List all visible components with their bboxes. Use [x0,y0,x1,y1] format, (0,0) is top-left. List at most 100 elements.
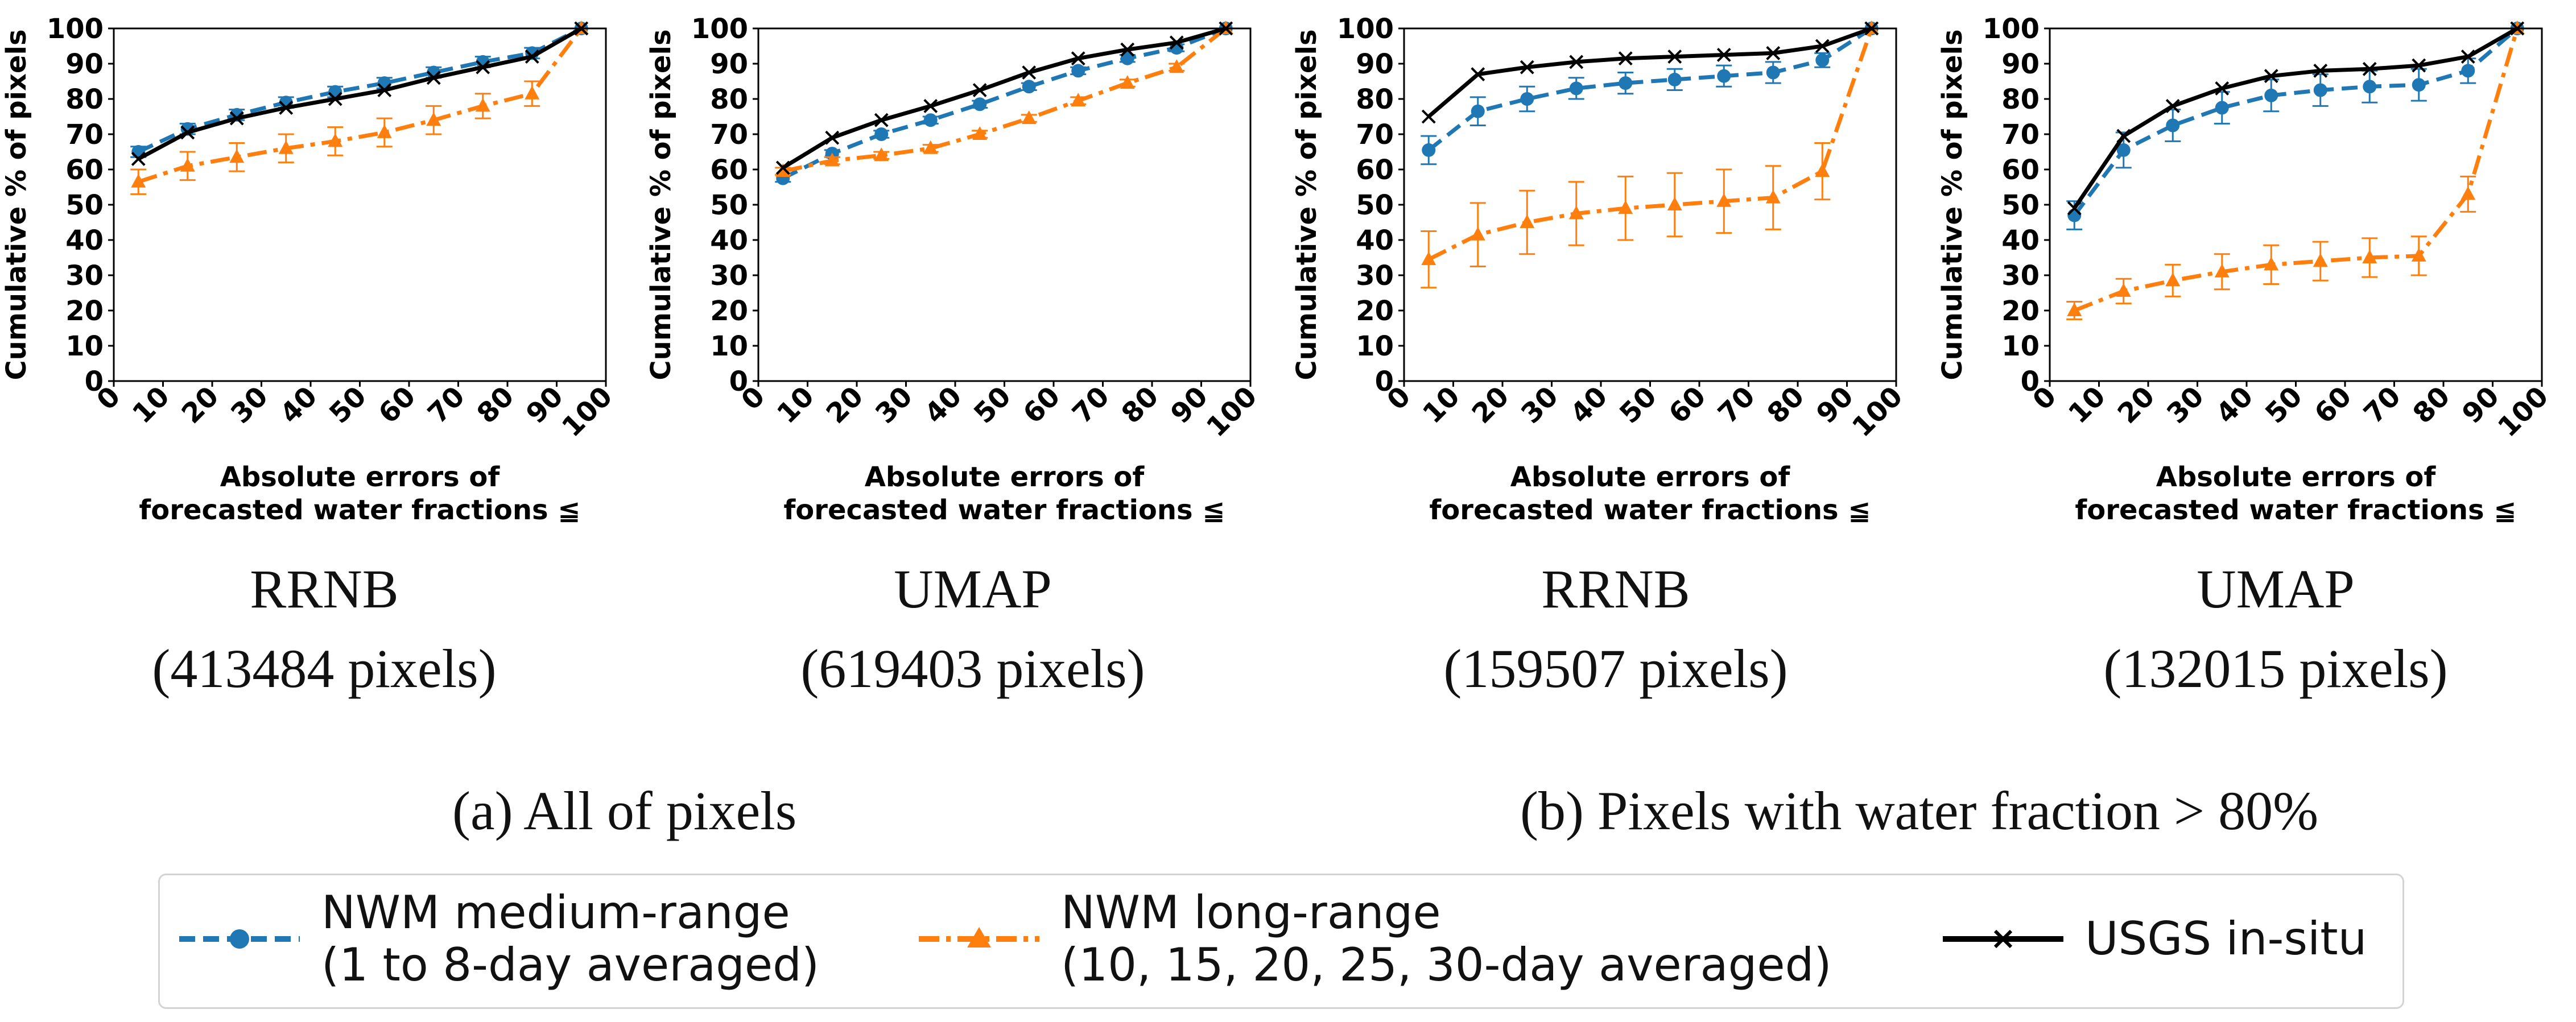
data-point-insitu [1716,48,1731,62]
y-tick-label: 0 [729,366,748,398]
data-point-medium [2215,101,2229,115]
data-point-insitu [1471,67,1485,82]
data-point-medium [2313,83,2327,97]
data-point-medium [2116,143,2131,157]
y-axis-label: Cumulative % of pixels [1291,29,1323,380]
data-point-long [1021,110,1037,125]
y-tick-label: 90 [710,48,748,80]
data-point-insitu [1618,51,1633,66]
y-tick-label: 10 [710,330,748,362]
plot-frame [113,27,607,382]
data-point-long [824,152,840,167]
x-tick-label: 80 [471,380,521,430]
data-point-insitu [2362,61,2377,76]
data-point-insitu [229,111,244,126]
y-tick-label: 0 [1375,366,1394,398]
y-tick-label: 100 [47,13,104,45]
x-tick-label: 50 [323,380,373,430]
y-tick-label: 60 [2001,154,2040,186]
data-point-insitu [426,71,441,85]
data-point-long [2411,247,2426,262]
x-axis-label: forecasted water fractions ≦ [1429,494,1871,526]
series-line-medium [782,26,1227,180]
series-line-medium [1427,27,1873,152]
panel-2-pixel-count: (619403 pixels) [800,638,1145,699]
data-point-insitu [328,92,342,106]
y-tick-label: 40 [2001,225,2040,256]
y-tick-label: 80 [65,84,104,115]
data-point-long [2165,272,2181,287]
data-point-insitu [2461,49,2475,64]
y-axis-label: Cumulative % of pixels [1,29,32,380]
legend-item-medium: NWM medium-range (1 to 8-day averaged) [177,887,819,991]
x-tick-label: 80 [2407,380,2457,430]
data-point-insitu [525,49,539,64]
y-tick-label: 20 [710,295,748,327]
data-point-insitu [1022,65,1037,80]
x-tick-label: 100 [2492,380,2554,443]
legend-medium-label-2: (1 to 8-day averaged) [321,938,820,991]
series-line-insitu [1427,26,1872,118]
data-point-long [2067,303,2082,316]
x-tick-label: 70 [422,380,471,430]
legend-long-swatch [919,927,1039,947]
y-axis-label: Cumulative % of pixels [1937,29,1968,380]
data-point-long [475,98,490,112]
data-point-insitu [874,113,889,127]
y-tick-label: 10 [2001,330,2040,362]
x-tick-label: 70 [2358,380,2407,430]
x-tick-label: 20 [1466,380,1516,430]
data-point-insitu [972,83,987,97]
data-point-insitu [923,98,938,113]
data-point-insitu [131,151,146,166]
data-point-long [2461,186,2476,200]
x-tick-label: 50 [1613,380,1663,430]
data-point-long [1765,189,1781,204]
x-tick-label: 40 [274,380,324,430]
data-point-insitu [1815,39,1830,53]
x-tick-label: 100 [1846,380,1909,443]
y-tick-label: 10 [65,330,104,362]
data-point-long [2264,256,2279,271]
x-tick-label: 40 [1564,380,1614,430]
panel-4-pixel-count: (132015 pixels) [2103,638,2448,699]
data-point-long [278,140,294,154]
data-point-insitu [1667,49,1682,64]
plot-frame [757,27,1252,382]
data-point-insitu [377,83,392,97]
data-point-long [229,149,245,163]
data-point-insitu [775,160,790,175]
data-point-medium [1022,80,1036,94]
data-point-insitu [2215,81,2230,96]
data-point-insitu [2116,129,2131,143]
data-point-medium [973,97,987,111]
x-tick-label: 10 [1417,380,1466,430]
data-point-medium [2166,118,2180,133]
series-line-insitu [2073,26,2519,210]
legend-item-insitu: USGS in-situ [1941,913,2367,965]
x-tick-label: 20 [176,380,225,430]
panel-3-pixel-count: (159507 pixels) [1443,638,1788,699]
y-tick-label: 60 [65,154,104,186]
data-point-insitu [1071,51,1085,66]
data-point-long [2362,250,2377,263]
series-line-medium [137,26,583,154]
legend-insitu-swatch [1943,929,2063,949]
data-point-insitu [1569,55,1584,69]
data-point-insitu [2412,58,2426,73]
data-point-insitu [1169,35,1184,50]
data-point-insitu [1520,60,1534,75]
data-point-long [1421,251,1436,266]
y-tick-label: 60 [1356,154,1394,186]
data-point-medium [2412,78,2426,92]
data-point-medium [2363,80,2377,94]
x-tick-label: 100 [556,380,618,443]
data-point-medium [1667,72,1682,86]
data-point-long [180,158,195,172]
legend-long-label-1: NWM long-range [1061,886,1441,939]
data-point-long [131,173,146,188]
